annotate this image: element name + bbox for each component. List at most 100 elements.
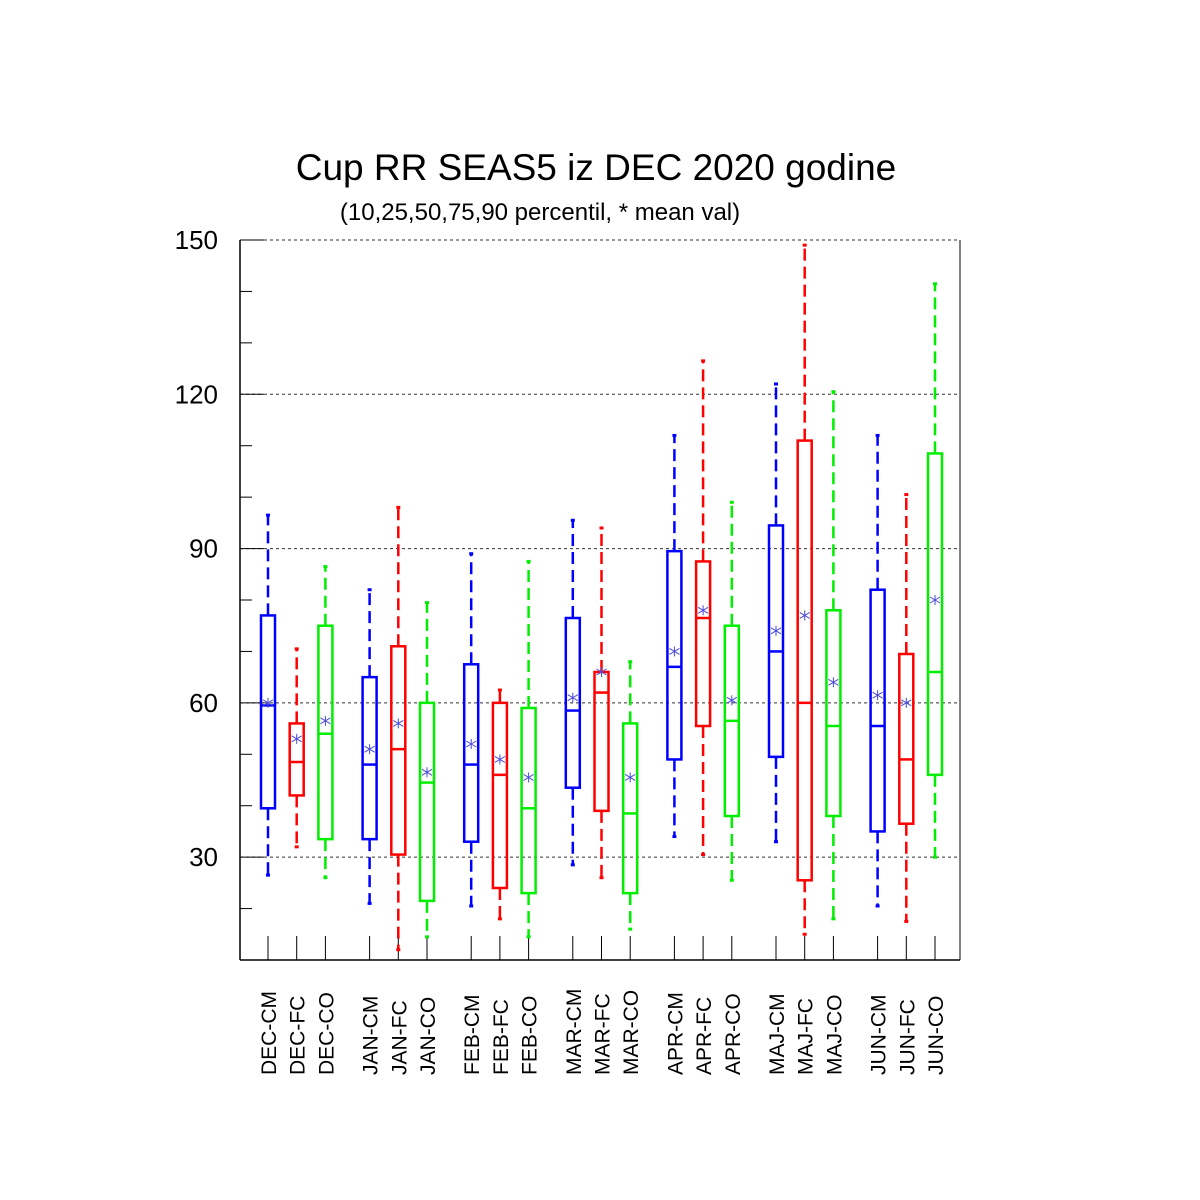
box-jan-fc xyxy=(390,505,407,952)
mean-marker xyxy=(697,605,709,616)
box-dec-co xyxy=(317,565,334,880)
mean-marker xyxy=(262,697,274,708)
iqr-box xyxy=(621,722,639,895)
mean-stroke xyxy=(726,696,738,704)
grid-lines xyxy=(240,239,960,858)
box-apr-co xyxy=(723,500,741,882)
iqr-box xyxy=(418,701,436,903)
box-jun-cm xyxy=(869,433,886,908)
mean-stroke xyxy=(465,740,477,748)
mean-marker xyxy=(421,767,433,778)
xtick-label-feb-co: FEB-CO xyxy=(519,996,542,1075)
iqr-box xyxy=(259,614,277,810)
iqr-box xyxy=(796,439,813,882)
mean-stroke xyxy=(393,719,404,727)
mean-marker xyxy=(364,744,375,755)
xtick-label-feb-fc: FEB-FC xyxy=(490,999,513,1075)
iqr-box xyxy=(361,675,378,841)
mean-marker xyxy=(393,718,404,729)
mean-marker xyxy=(596,667,607,677)
mean-stroke xyxy=(320,717,331,725)
box-jan-co xyxy=(418,601,436,939)
box-apr-fc xyxy=(694,359,712,857)
xtick-label-apr-co: APR-CO xyxy=(722,993,745,1075)
mean-marker xyxy=(291,733,302,744)
mean-stroke xyxy=(494,755,506,763)
mean-marker xyxy=(770,625,782,636)
mean-stroke xyxy=(624,773,636,781)
mean-stroke xyxy=(421,768,433,776)
box-series xyxy=(259,243,944,952)
box-apr-cm xyxy=(666,433,683,839)
iqr-box xyxy=(694,560,712,728)
box-maj-cm xyxy=(767,382,785,844)
ytick-label-60: 60 xyxy=(189,688,218,718)
mean-stroke xyxy=(770,627,782,635)
mean-marker xyxy=(465,739,477,749)
mean-stroke xyxy=(901,699,912,707)
mean-marker xyxy=(624,772,636,783)
box-jun-fc xyxy=(898,493,915,923)
ytick-label-30: 30 xyxy=(189,842,218,872)
mean-stroke xyxy=(523,773,534,781)
mean-stroke xyxy=(596,668,607,676)
xtick-label-mar-fc: MAR-FC xyxy=(592,993,615,1075)
xtick-label-dec-cm: DEC-CM xyxy=(258,991,281,1075)
mean-marker xyxy=(901,697,912,708)
mean-marker xyxy=(872,690,883,701)
xtick-label-maj-fc: MAJ-FC xyxy=(795,998,818,1075)
chart-title: Cup RR SEAS5 iz DEC 2020 godine xyxy=(296,147,897,188)
box-maj-co xyxy=(825,390,842,921)
box-jun-co xyxy=(926,282,944,859)
mean-marker xyxy=(929,595,941,605)
xtick-label-mar-co: MAR-CO xyxy=(620,990,643,1075)
mean-marker xyxy=(567,692,579,703)
box-feb-fc xyxy=(491,688,509,921)
xtick-label-maj-co: MAJ-CO xyxy=(823,995,846,1076)
xtick-label-mar-cm: MAR-CM xyxy=(563,989,586,1075)
iqr-box xyxy=(317,624,334,841)
mean-stroke xyxy=(364,745,375,753)
box-feb-cm xyxy=(462,552,480,908)
mean-marker xyxy=(494,754,506,765)
iqr-box xyxy=(898,652,915,825)
xtick-label-jun-co: JUN-CO xyxy=(925,996,948,1075)
mean-marker xyxy=(828,677,839,688)
ytick-label-90: 90 xyxy=(189,534,218,564)
iqr-box xyxy=(767,524,785,759)
mean-stroke xyxy=(872,691,883,699)
xtick-label-jan-co: JAN-CO xyxy=(417,997,440,1075)
iqr-box xyxy=(288,722,305,797)
xtick-label-jun-fc: JUN-FC xyxy=(896,999,919,1075)
mean-stroke xyxy=(799,611,810,619)
iqr-box xyxy=(491,701,509,890)
box-dec-cm xyxy=(259,513,277,877)
iqr-box xyxy=(564,616,582,789)
iqr-box xyxy=(666,549,683,761)
box-jan-cm xyxy=(361,588,378,905)
mean-stroke xyxy=(291,735,302,743)
box-mar-co xyxy=(621,660,639,931)
mean-marker xyxy=(669,646,680,657)
mean-stroke xyxy=(669,647,680,655)
box-maj-fc xyxy=(796,243,813,936)
mean-marker xyxy=(320,715,331,726)
ytick-label-120: 120 xyxy=(175,379,218,409)
iqr-box xyxy=(926,452,944,777)
plot-frame xyxy=(239,239,961,961)
box-feb-co xyxy=(520,559,537,939)
chart-subtitle: (10,25,50,75,90 percentil, * mean val) xyxy=(340,199,740,226)
box-dec-fc xyxy=(288,647,305,849)
xtick-label-feb-cm: FEB-CM xyxy=(461,995,484,1076)
xtick-label-jan-fc: JAN-FC xyxy=(388,1000,411,1075)
iqr-box xyxy=(390,645,407,856)
xtick-label-apr-cm: APR-CM xyxy=(664,992,687,1075)
mean-stroke xyxy=(929,596,941,604)
iqr-box xyxy=(462,663,480,843)
iqr-box xyxy=(520,706,537,895)
mean-stroke xyxy=(828,678,839,686)
box-mar-cm xyxy=(564,518,582,867)
mean-stroke xyxy=(262,699,274,707)
